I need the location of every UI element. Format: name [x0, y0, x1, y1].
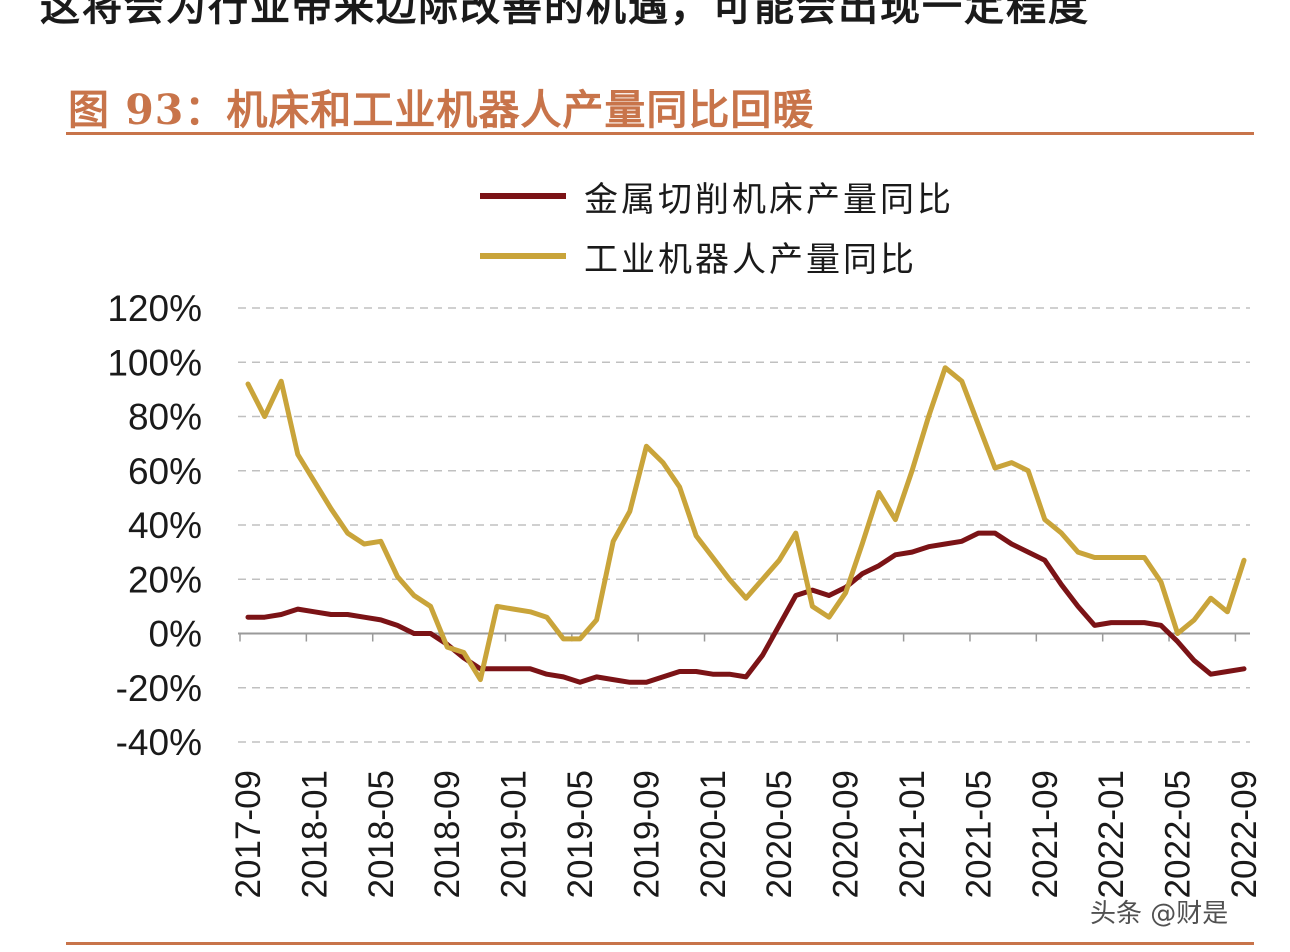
y-tick-label: 80% [128, 397, 202, 438]
legend-swatch-robot [480, 253, 566, 259]
x-tick-label: 2018-09 [428, 770, 467, 898]
figure-title: 图 93：机床和工业机器人产量同比回暖 [68, 86, 815, 134]
x-tick-label: 2022-05 [1159, 770, 1198, 898]
cropped-header-text: 这将会为行业带来边际改善的机遇，可能会出现一定程度 [40, 0, 1090, 30]
x-tick-label: 2019-05 [561, 770, 600, 898]
y-tick-label: 60% [128, 451, 202, 492]
x-tick-label: 2021-09 [1026, 770, 1065, 898]
y-tick-label: 100% [107, 342, 202, 383]
legend-swatch-machine-tool [480, 193, 566, 199]
x-tick-label: 2021-01 [893, 770, 932, 898]
legend-label-robot: 工业机器人产量同比 [584, 239, 917, 280]
y-tick-label: 120% [107, 288, 202, 329]
x-tick-label: 2018-01 [295, 770, 334, 898]
x-tick-label: 2018-05 [362, 770, 401, 898]
title-divider [66, 132, 1254, 135]
legend-item-machine-tool: 金属切削机床产量同比 [480, 174, 954, 220]
legend-item-robot: 工业机器人产量同比 [480, 234, 917, 280]
series-line-machine-tool [245, 530, 1247, 685]
y-tick-label: 20% [128, 559, 202, 600]
y-tick-label: -40% [116, 722, 202, 763]
x-tick-label: 2019-09 [627, 770, 666, 898]
x-tick-label: 2021-05 [959, 770, 998, 898]
x-tick-label: 2022-01 [1092, 770, 1131, 898]
y-tick-label: 40% [128, 505, 202, 546]
y-tick-label: -20% [116, 668, 202, 709]
x-tick-label: 2020-05 [760, 770, 799, 898]
watermark: 头条 @财是 [1090, 899, 1229, 929]
y-tick-label: 0% [149, 614, 202, 655]
x-tick-label: 2019-01 [495, 770, 534, 898]
series-line-robot [245, 365, 1247, 683]
legend-label-machine-tool: 金属切削机床产量同比 [584, 179, 954, 220]
x-tick-label: 2022-09 [1225, 770, 1264, 898]
x-tick-label: 2020-09 [827, 770, 866, 898]
bottom-divider [66, 942, 1254, 945]
x-tick-label: 2020-01 [694, 770, 733, 898]
x-tick-label: 2017-09 [229, 770, 268, 898]
